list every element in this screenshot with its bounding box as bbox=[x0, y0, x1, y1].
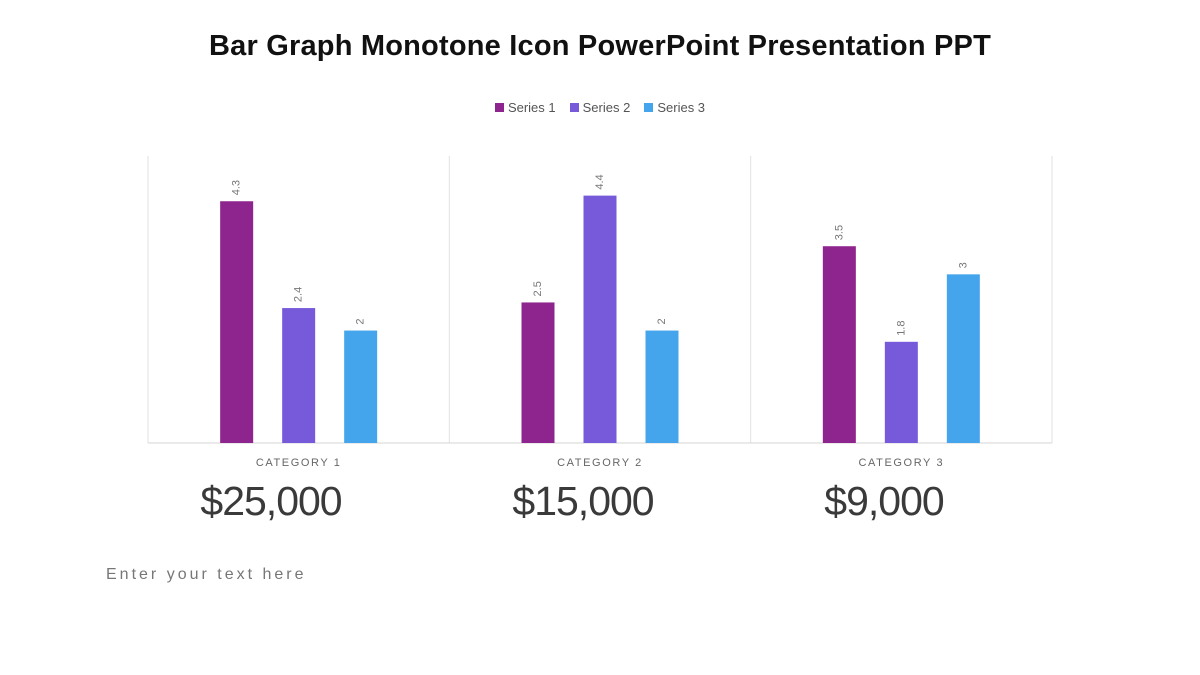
bar-1-category-1 bbox=[220, 201, 254, 443]
data-label-series-1-category-2: 2.5 bbox=[532, 281, 544, 296]
bar-1-category-2 bbox=[521, 302, 555, 443]
bar-3-category-3 bbox=[946, 274, 980, 443]
bar-2-category-1 bbox=[282, 308, 316, 443]
chart-legend: Series 1 Series 2 Series 3 bbox=[0, 100, 1200, 115]
data-label-series-3-category-3: 3 bbox=[957, 262, 969, 268]
bar-2-category-2 bbox=[583, 195, 617, 443]
data-label-series-3-category-2: 2 bbox=[656, 318, 668, 324]
legend-item-series-2: Series 2 bbox=[569, 100, 631, 115]
bar-chart: 4.3 2.4 2 CATEGORY 1 2.5 4.4 2 CATEGORY 2 3.5 1.8… bbox=[147, 156, 1053, 469]
data-label-series-1-category-1: 4.3 bbox=[231, 180, 243, 195]
legend-swatch-series-3 bbox=[644, 103, 654, 112]
data-label-series-2-category-1: 2.4 bbox=[293, 287, 305, 302]
bar-3-category-2 bbox=[645, 330, 679, 443]
legend-swatch-series-1 bbox=[494, 103, 504, 112]
data-label-series-2-category-3: 1.8 bbox=[895, 321, 907, 336]
legend-label-series-2: Series 2 bbox=[582, 100, 631, 115]
legend-label-series-3: Series 3 bbox=[657, 100, 706, 115]
category-label-3: CATEGORY 3 bbox=[858, 457, 944, 469]
data-label-series-2-category-2: 4.4 bbox=[594, 174, 606, 189]
bar-2-category-3 bbox=[884, 341, 918, 443]
legend-item-series-1: Series 1 bbox=[494, 100, 556, 115]
bar-3-category-1 bbox=[344, 330, 378, 443]
slide-title: Bar Graph Monotone Icon PowerPoint Prese… bbox=[209, 30, 991, 62]
amount-category-3: $9,000 bbox=[824, 478, 944, 524]
amount-category-1: $25,000 bbox=[200, 478, 342, 524]
legend-label-series-1: Series 1 bbox=[507, 100, 556, 115]
category-label-1: CATEGORY 1 bbox=[256, 457, 342, 469]
bar-1-category-3 bbox=[822, 246, 856, 443]
amount-category-2: $15,000 bbox=[512, 478, 654, 524]
body-text-placeholder: Enter your text here bbox=[106, 566, 307, 583]
data-label-series-1-category-3: 3.5 bbox=[833, 225, 845, 240]
data-label-series-3-category-1: 2 bbox=[355, 318, 367, 324]
legend-swatch-series-2 bbox=[569, 103, 579, 112]
category-label-2: CATEGORY 2 bbox=[557, 457, 643, 469]
legend-item-series-3: Series 3 bbox=[644, 100, 705, 115]
